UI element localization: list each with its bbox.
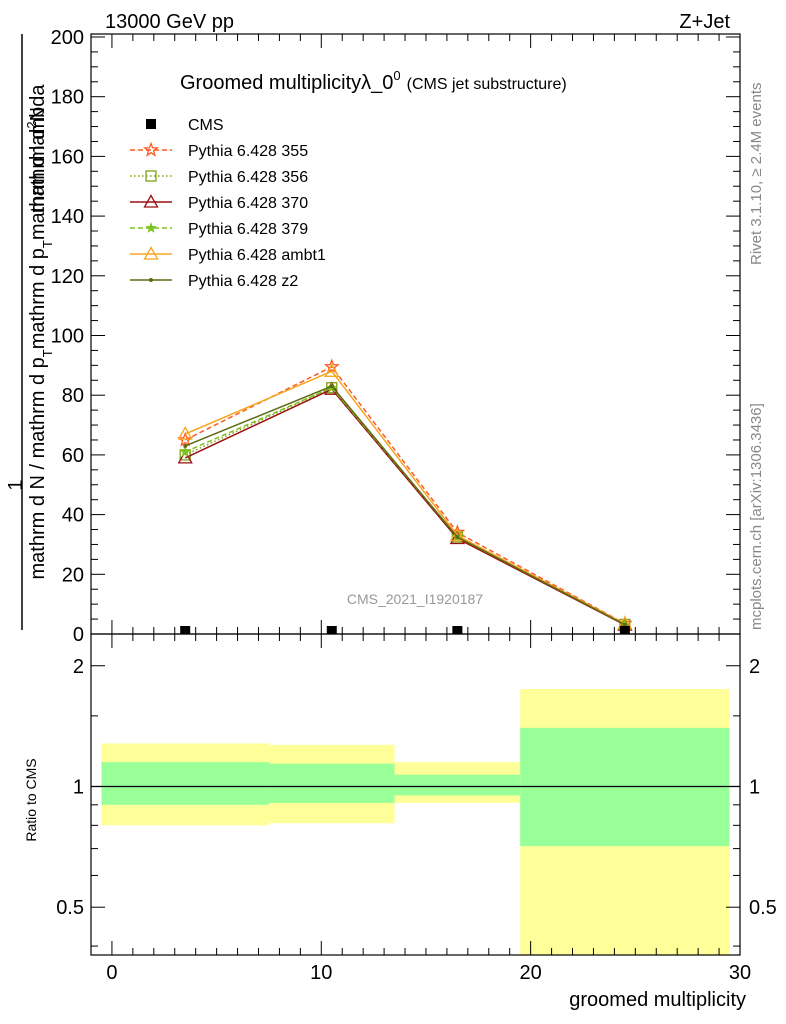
chart-title-sub: (CMS jet substructure) xyxy=(407,76,567,93)
ratio-ytick-label-right-0: 0.5 xyxy=(749,897,777,919)
main-ytick-label-10: 200 xyxy=(51,27,84,49)
legend-label-1: Pythia 6.428 356 xyxy=(188,169,308,186)
ratio-band-inner-0 xyxy=(101,762,269,805)
ratio-ytick-label-right-1: 1 xyxy=(749,776,760,798)
ratio-band-inner-2 xyxy=(394,774,521,796)
cms-point-3 xyxy=(619,626,630,634)
main-series-group xyxy=(177,358,633,631)
main-ylabel-top: mathrm d2N xyxy=(24,107,49,213)
ratio-ytick-label-left-0: 0.5 xyxy=(56,897,84,919)
legend-label-4: Pythia 6.428 ambt1 xyxy=(188,247,326,264)
legend-marker-3 xyxy=(145,222,157,233)
series-0-point-1 xyxy=(323,358,340,374)
series-line-4 xyxy=(184,370,626,625)
x-axis-label: groomed multiplicity xyxy=(569,989,746,1011)
legend-label-3: Pythia 6.428 379 xyxy=(188,221,308,238)
series-0-point-0 xyxy=(177,431,194,447)
legend-label-5: Pythia 6.428 z2 xyxy=(188,273,298,290)
main-ytick-label-5: 100 xyxy=(51,325,84,347)
ratio-ytick-label-left-2: 2 xyxy=(73,656,84,678)
series-5 xyxy=(183,384,627,627)
cms-point-0 xyxy=(180,626,191,634)
series-line-2 xyxy=(184,388,626,626)
cms-point-1 xyxy=(326,626,337,634)
rivet-info: Rivet 3.1.10, ≥ 2.4M events xyxy=(748,83,765,266)
legend-label-0: Pythia 6.428 355 xyxy=(188,143,308,160)
series-5-point-2 xyxy=(455,534,460,539)
series-line-5 xyxy=(184,385,626,626)
ratio-y-axis-label: Ratio to CMS xyxy=(23,758,39,841)
series-3-point-0 xyxy=(179,445,191,457)
legend-label-2: Pythia 6.428 370 xyxy=(188,195,308,212)
series-4-point-0 xyxy=(177,426,193,440)
legend-marker-2 xyxy=(143,194,159,208)
ratio-ytick-label-right-2: 2 xyxy=(749,656,760,678)
ratio-bands xyxy=(91,689,740,955)
xtick-label-3: 30 xyxy=(729,962,751,984)
legend-marker-cms xyxy=(146,119,156,129)
series-2-point-0 xyxy=(177,450,193,464)
main-ylabel-numerator: 1 xyxy=(5,479,27,490)
xtick-label-0: 0 xyxy=(106,962,117,984)
chart-title-main: Groomed multiplicityλ_0 xyxy=(180,72,393,94)
energy-label: 13000 GeV pp xyxy=(105,11,234,33)
series-4 xyxy=(177,363,633,630)
main-ytick-label-2: 40 xyxy=(62,505,84,527)
xtick-label-2: 20 xyxy=(520,962,542,984)
legend-marker-5 xyxy=(149,278,153,282)
series-5-point-3 xyxy=(622,622,627,627)
legend: CMS Pythia 6.428 355 Pythia 6.428 356 Pythi… xyxy=(130,117,326,290)
main-ylabel-one: 1 xyxy=(5,479,27,490)
series-5-point-0 xyxy=(183,443,188,448)
main-ytick-label-3: 60 xyxy=(62,445,84,467)
main-ylabel-denominator: mathrm d N / mathrm d pTmathrm d pTmathr… xyxy=(27,84,55,580)
series-5-point-1 xyxy=(329,384,334,389)
chart-title: Groomed multiplicityλ_00 (CMS jet substru… xyxy=(180,68,567,94)
main-ytick-label-4: 80 xyxy=(62,385,84,407)
legend-marker-4 xyxy=(143,246,159,260)
main-ytick-label-6: 120 xyxy=(51,266,84,288)
ratio-band-inner-1 xyxy=(268,763,395,803)
main-y-axis-label: 1 mathrm d2N mathrm d N / mathrm d pTmat… xyxy=(5,34,55,630)
legend-label-cms: CMS xyxy=(188,117,224,134)
xtick-label-1: 10 xyxy=(310,962,332,984)
main-ytick-label-7: 140 xyxy=(51,206,84,228)
series-4-point-2 xyxy=(449,527,465,542)
process-label: Z+Jet xyxy=(679,11,730,33)
main-ytick-label-8: 160 xyxy=(51,146,84,168)
main-ytick-label-0: 0 xyxy=(73,624,84,646)
series-4-point-1 xyxy=(324,363,340,377)
cms-data-markers xyxy=(180,626,630,634)
cms-point-2 xyxy=(452,626,463,634)
main-ytick-label-9: 180 xyxy=(51,87,84,109)
ratio-ytick-label-left-1: 1 xyxy=(73,776,84,798)
series-0 xyxy=(177,358,633,631)
legend-marker-1 xyxy=(145,170,157,182)
series-line-1 xyxy=(184,386,626,626)
mcplots-info: mcplots.cern.ch [arXiv:1306.3436] xyxy=(748,403,765,630)
ratio-frame xyxy=(90,633,741,956)
main-ytick-label-1: 20 xyxy=(62,564,84,586)
chart-title-sup: 0 xyxy=(393,68,400,83)
legend-marker-0 xyxy=(143,141,159,157)
analysis-watermark: CMS_2021_I1920187 xyxy=(347,591,483,607)
